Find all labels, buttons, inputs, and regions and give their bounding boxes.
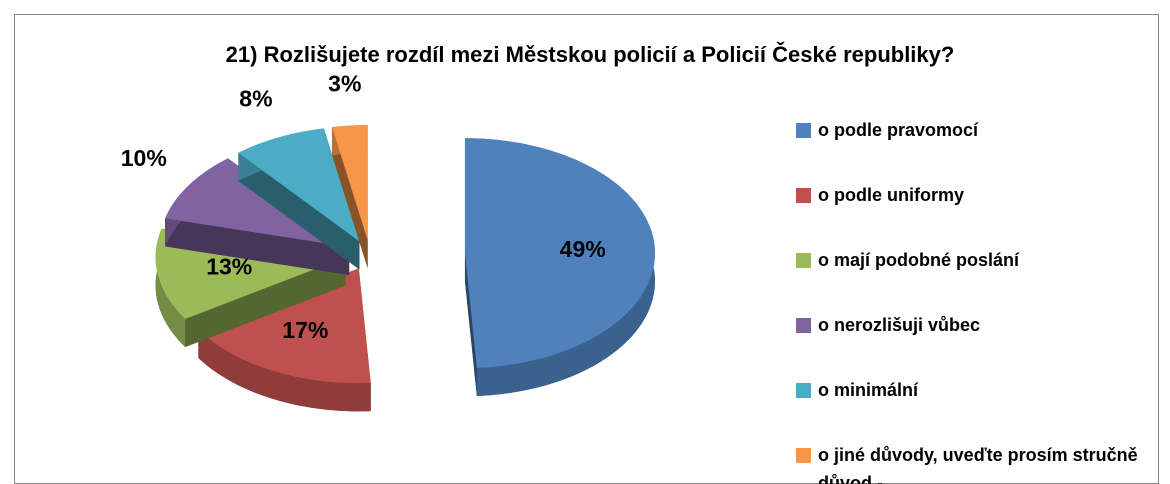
- legend-swatch: [796, 123, 811, 138]
- slice-side: [155, 228, 186, 347]
- slice-wall: [332, 127, 368, 269]
- slice-wall: [238, 152, 360, 270]
- legend-label: o podle pravomocí: [818, 120, 979, 140]
- slice: [332, 125, 368, 241]
- slice-wall: [185, 257, 346, 347]
- slice-wall: [165, 218, 350, 275]
- data-label: 10%: [121, 145, 167, 171]
- slice: [238, 128, 360, 242]
- data-label: 3%: [328, 71, 361, 97]
- slice: [198, 268, 371, 384]
- data-label: 17%: [282, 317, 328, 343]
- legend-label: o podle uniformy: [818, 185, 964, 205]
- legend-swatch: [796, 318, 811, 333]
- legend-label: o minimální: [818, 380, 919, 400]
- data-label: 13%: [206, 254, 252, 280]
- data-label: 49%: [560, 236, 606, 262]
- legend-swatch: [796, 188, 811, 203]
- slice-side: [198, 329, 371, 412]
- slice-wall: [464, 253, 477, 396]
- legend-swatch: [796, 253, 811, 268]
- legend-label: o nerozlišuji vůbec: [818, 315, 981, 335]
- legend-label: o jiné důvody, uveďte prosím stručně dův…: [818, 445, 1138, 484]
- legend-swatch: [796, 383, 811, 398]
- slice: [464, 138, 655, 368]
- data-label: 8%: [239, 85, 272, 111]
- legend-swatch: [796, 448, 811, 463]
- chart-title: 21) Rozlišujete rozdíl mezi Městskou pol…: [226, 42, 955, 67]
- legend-label: o mají podobné poslání: [818, 250, 1020, 270]
